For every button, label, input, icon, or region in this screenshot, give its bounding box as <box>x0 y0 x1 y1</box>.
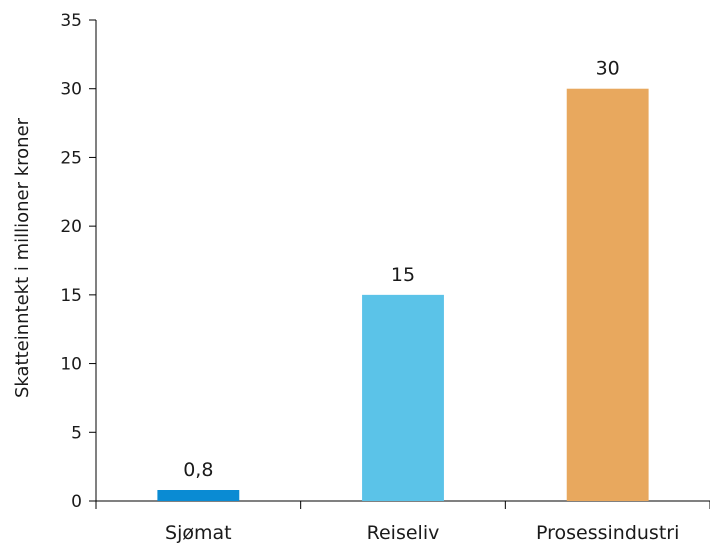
x-category-label: Prosessindustri <box>536 522 679 544</box>
bars-group <box>157 88 649 501</box>
y-tick-label: 0 <box>71 492 82 512</box>
y-axis-label: Skatteinntekt i millioner kroner <box>12 117 33 398</box>
data-label: 0,8 <box>183 459 213 481</box>
x-category-label: Sjømat <box>165 522 232 544</box>
bar-2 <box>362 294 444 501</box>
y-tick-label: 15 <box>60 286 82 306</box>
y-tick-label: 25 <box>60 148 82 168</box>
bar-3 <box>566 88 649 501</box>
x-axis: Sjømat Reiseliv Prosessindustri <box>95 500 710 544</box>
data-label: 30 <box>596 58 620 80</box>
data-labels-group: 0,8 15 30 <box>183 58 620 481</box>
x-category-label: Reiseliv <box>367 522 440 544</box>
y-tick-label: 10 <box>60 355 82 375</box>
bar-1 <box>157 490 240 501</box>
data-label: 15 <box>391 264 415 286</box>
y-tick-label: 35 <box>60 11 82 31</box>
y-tick-label: 5 <box>71 423 82 443</box>
y-tick-label: 20 <box>60 217 82 237</box>
y-axis: 0 5 10 15 20 25 30 35 <box>60 11 97 512</box>
y-tick-label: 30 <box>60 80 82 100</box>
